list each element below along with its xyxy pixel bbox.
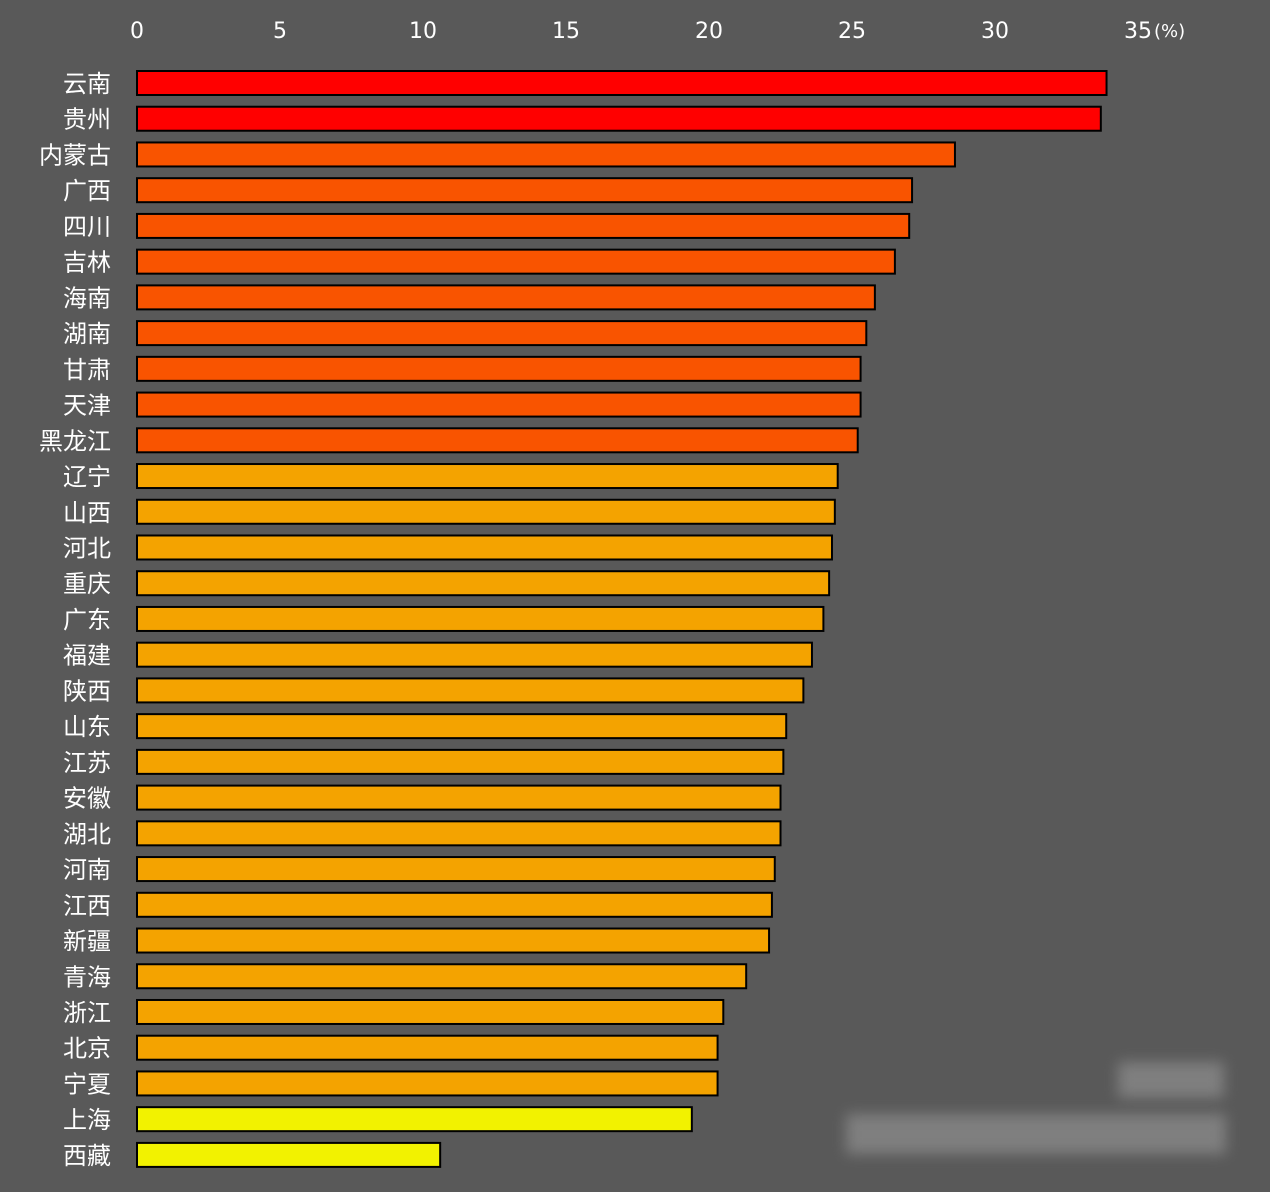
x-tick-label: 10 xyxy=(409,19,437,44)
bar xyxy=(136,1034,719,1061)
bar xyxy=(136,534,833,561)
bar xyxy=(136,355,862,382)
x-axis-ticks: 0 5 10 15 20 25 30 35 xyxy=(130,19,1152,44)
bar xyxy=(136,212,911,239)
bar xyxy=(136,605,825,632)
bar xyxy=(136,1141,442,1168)
category-label: 内蒙古 xyxy=(39,141,111,169)
bars xyxy=(136,70,1108,1168)
bar xyxy=(136,177,914,204)
bar xyxy=(136,891,773,918)
bar xyxy=(136,677,805,704)
bar xyxy=(136,70,1108,96)
bar xyxy=(136,1070,719,1097)
bar xyxy=(136,105,1102,132)
category-label: 黑龙江 xyxy=(39,427,111,455)
category-label: 海南 xyxy=(63,284,111,312)
category-label: 安徽 xyxy=(63,785,111,813)
x-tick-label: 0 xyxy=(130,19,144,44)
x-tick-label: 15 xyxy=(552,19,580,44)
bar xyxy=(136,856,776,883)
bar xyxy=(136,463,839,490)
watermark-blur-top xyxy=(1118,1062,1224,1098)
bar xyxy=(136,998,725,1025)
x-tick-label: 35 xyxy=(1124,19,1152,44)
bar xyxy=(136,284,876,311)
bar xyxy=(136,427,859,454)
category-label: 吉林 xyxy=(63,249,111,277)
bar xyxy=(136,748,785,775)
category-label: 广东 xyxy=(63,606,111,634)
bar xyxy=(136,927,771,954)
category-label: 湖南 xyxy=(63,320,111,348)
category-label: 云南 xyxy=(63,70,111,98)
category-label: 四川 xyxy=(63,213,111,241)
category-label: 山东 xyxy=(63,713,111,741)
bar xyxy=(136,498,836,525)
bar xyxy=(136,570,831,597)
bar xyxy=(136,963,748,990)
x-tick-label: 5 xyxy=(273,19,287,44)
category-label: 福建 xyxy=(63,642,111,670)
category-label: 江苏 xyxy=(63,749,111,777)
category-label: 重庆 xyxy=(63,570,111,598)
category-label: 浙江 xyxy=(63,999,111,1027)
bar xyxy=(136,320,868,347)
category-label: 西藏 xyxy=(63,1142,111,1170)
category-label: 贵州 xyxy=(63,106,111,134)
category-label: 青海 xyxy=(63,963,111,991)
bar xyxy=(136,713,788,740)
category-label: 湖北 xyxy=(63,820,111,848)
category-label: 河北 xyxy=(63,534,111,562)
category-label: 辽宁 xyxy=(63,463,111,491)
category-label: 北京 xyxy=(63,1035,111,1063)
category-label: 新疆 xyxy=(63,928,111,956)
category-label: 上海 xyxy=(63,1106,111,1134)
category-label: 甘肃 xyxy=(63,356,111,384)
bar xyxy=(136,141,956,168)
bar xyxy=(136,248,896,275)
category-label: 宁夏 xyxy=(63,1070,111,1098)
category-labels: 云南贵州内蒙古广西四川吉林海南湖南甘肃天津黑龙江辽宁山西河北重庆广东福建陕西山东… xyxy=(39,70,111,1170)
bar xyxy=(136,641,813,668)
bar xyxy=(136,391,862,418)
category-label: 河南 xyxy=(63,856,111,884)
category-label: 山西 xyxy=(63,499,111,527)
bar xyxy=(136,1106,693,1133)
category-label: 陕西 xyxy=(63,677,111,705)
x-axis-unit-label: (%) xyxy=(1154,21,1185,42)
bar xyxy=(136,784,782,811)
bar xyxy=(136,820,782,847)
category-label: 江西 xyxy=(63,892,111,920)
x-tick-label: 30 xyxy=(981,19,1009,44)
watermark-blur-bottom xyxy=(846,1114,1226,1154)
x-tick-label: 20 xyxy=(695,19,723,44)
category-label: 天津 xyxy=(63,392,111,420)
category-label: 广西 xyxy=(63,177,111,205)
x-tick-label: 25 xyxy=(838,19,866,44)
